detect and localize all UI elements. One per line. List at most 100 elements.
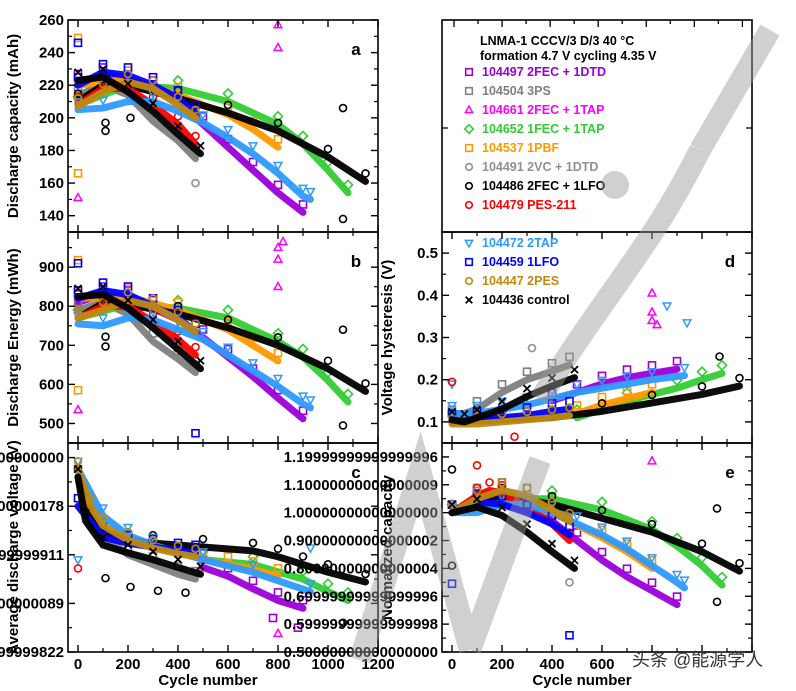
data-point-outlier xyxy=(712,504,722,513)
plot-area-b xyxy=(72,236,370,438)
plot-area-c xyxy=(72,456,370,638)
series-band-104472-2tap xyxy=(448,500,688,592)
data-point xyxy=(342,586,354,599)
y-tick-label: 0.59999999999999998 xyxy=(284,616,438,633)
series-band-104436-control xyxy=(448,503,578,572)
data-point-outlier xyxy=(305,544,316,554)
data-point xyxy=(196,141,205,150)
axes-frame xyxy=(67,231,379,444)
data-point xyxy=(98,59,108,69)
data-point-outlier xyxy=(447,561,457,570)
data-point xyxy=(322,578,334,590)
data-point-outlier xyxy=(73,564,83,573)
data-point xyxy=(597,399,607,408)
data-point xyxy=(148,547,158,556)
data-point-outlier xyxy=(191,178,200,188)
plot-area-a xyxy=(72,20,370,224)
data-point xyxy=(196,562,205,571)
legend-item: 104447 2PES xyxy=(464,274,559,288)
legend-marker xyxy=(464,239,474,249)
data-point-outlier xyxy=(338,618,348,628)
y-axis-label: Discharge capacity (mAh) xyxy=(5,34,22,218)
panel-b: 500 600 700 800 900 Discharge Energy (mWh) b xyxy=(5,231,379,444)
data-point-outlier xyxy=(272,280,284,291)
data-point xyxy=(73,94,83,103)
data-point xyxy=(735,373,744,383)
x-tick-label: 200 xyxy=(115,656,140,673)
data-point xyxy=(446,401,458,412)
legend-item: 104479 PES-211 xyxy=(464,198,577,212)
data-point xyxy=(73,89,83,98)
data-point xyxy=(173,297,183,307)
data-point-outlier xyxy=(101,573,110,583)
y-tick-label: 800 xyxy=(39,298,64,315)
legend-marker xyxy=(464,104,474,114)
x-tick-label: 200 xyxy=(489,656,514,673)
y-tick-label: 0.80000000000000004 xyxy=(284,560,439,577)
y-tick-label: 1.19999999999999996 xyxy=(284,449,438,466)
legend-label: 104479 PES-211 xyxy=(482,198,577,212)
legend-item: 104459 1LFO xyxy=(464,255,559,269)
data-point xyxy=(273,563,283,573)
y-tick-label: 3.600000000000000089 xyxy=(0,595,64,612)
legend-marker xyxy=(464,200,474,210)
data-point xyxy=(122,523,134,534)
data-point xyxy=(73,464,83,474)
y-tick-label: 180 xyxy=(39,142,64,159)
x-tick-label: 0 xyxy=(74,656,82,673)
data-point xyxy=(716,571,728,583)
data-point xyxy=(497,397,507,406)
data-point xyxy=(696,366,708,378)
plot-area-d xyxy=(446,287,744,441)
data-point xyxy=(565,508,574,518)
data-point xyxy=(223,100,233,110)
data-point xyxy=(197,327,209,338)
legend-item: 104537 1PBF xyxy=(464,141,560,155)
data-point xyxy=(361,169,370,178)
data-point-outlier xyxy=(153,586,163,596)
data-point xyxy=(148,99,158,108)
data-point xyxy=(73,456,83,466)
data-point xyxy=(522,520,532,529)
data-point xyxy=(472,486,482,496)
data-point xyxy=(173,337,183,346)
data-point xyxy=(73,305,83,315)
data-point-outlier xyxy=(126,113,135,123)
series-band-104472-2tap xyxy=(74,314,314,412)
data-point xyxy=(472,396,482,406)
axes-frame xyxy=(441,442,753,653)
y-tick-label: 0.90000000000000002 xyxy=(284,533,438,550)
legend-frame xyxy=(441,19,753,233)
data-point xyxy=(191,131,200,141)
data-point xyxy=(697,382,707,391)
data-point xyxy=(298,595,308,605)
data-point-outlier xyxy=(293,623,303,632)
data-point xyxy=(596,376,608,386)
x-tick-label: 600 xyxy=(589,656,614,673)
data-point xyxy=(196,356,205,365)
data-point-outlier xyxy=(73,258,83,268)
y-tick-label: 0.69999999999999996 xyxy=(284,588,438,605)
data-point xyxy=(472,483,482,493)
data-point xyxy=(447,500,457,509)
data-point xyxy=(679,363,690,374)
data-point-outlier xyxy=(101,332,110,342)
legend-marker xyxy=(464,67,474,77)
y-tick-label: 1.10000000000000009 xyxy=(284,477,438,494)
data-point xyxy=(123,79,133,88)
data-point xyxy=(273,118,283,128)
data-point-outlier xyxy=(338,325,348,334)
data-point xyxy=(123,296,133,305)
panel-label: d xyxy=(725,252,735,271)
y-axis-label: Normalized capacity xyxy=(379,474,396,620)
data-point xyxy=(621,372,633,382)
y-tick-label: 3.549999999999999822 xyxy=(0,644,64,661)
legend-label: 104472 2TAP xyxy=(482,236,558,250)
data-point xyxy=(98,297,108,307)
data-point xyxy=(597,505,607,515)
data-point-outlier xyxy=(272,41,284,52)
data-point-outlier xyxy=(447,465,457,474)
data-point xyxy=(460,409,469,419)
data-point-outlier xyxy=(73,33,83,43)
